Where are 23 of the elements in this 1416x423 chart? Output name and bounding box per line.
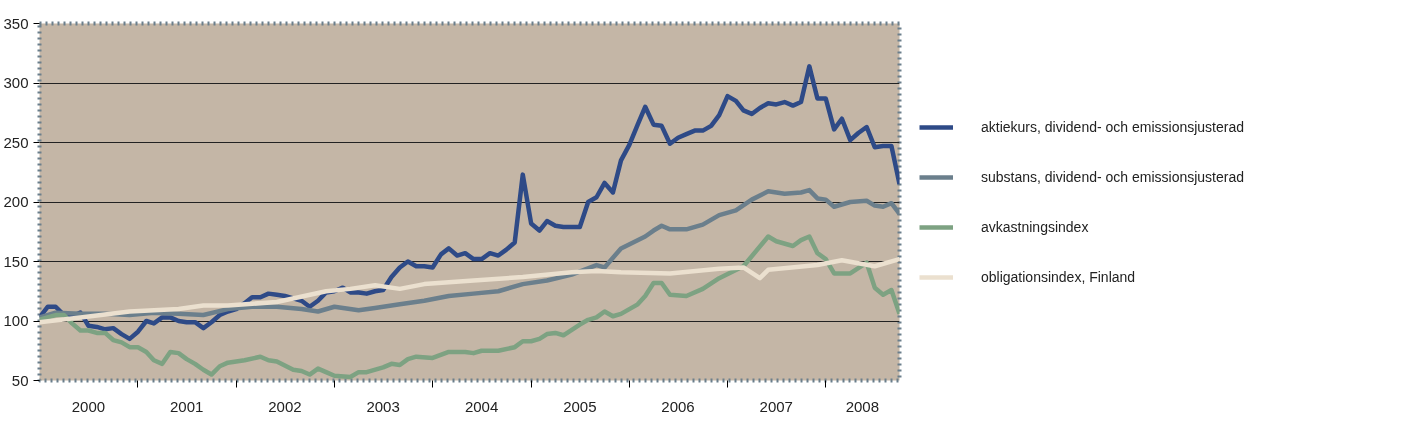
x-tick-label: 2008	[845, 397, 880, 415]
x-tick-label: 2003	[366, 397, 400, 415]
y-tick-label: 150	[3, 252, 29, 270]
x-tick-label: 2006	[661, 397, 695, 415]
x-tick-label: 2004	[464, 397, 499, 415]
line-series	[39, 64, 900, 342]
x-tick-label: 2002	[268, 397, 302, 415]
y-tick-label: 100	[3, 312, 29, 329]
x-tick-label: 2000	[71, 397, 106, 415]
x-tick-label: 2005	[563, 397, 597, 415]
line-series	[39, 256, 900, 325]
y-tick-label: 200	[3, 193, 29, 210]
legend-label: substans, dividend- och emissionsjusterad	[981, 168, 1245, 185]
y-tick-label: 250	[3, 133, 29, 151]
line-series	[39, 234, 900, 380]
x-tick-label: 2001	[170, 397, 204, 415]
legend-label: avkastningsindex	[981, 218, 1089, 235]
legend-label: obligationsindex, Finland	[981, 268, 1136, 285]
y-tick-label: 50	[11, 371, 29, 389]
legend-label: aktiekurs, dividend- och emissionsjusterad	[981, 118, 1245, 135]
y-tick-label: 350	[3, 14, 29, 32]
y-tick-label: 300	[3, 74, 29, 91]
x-tick-label: 2007	[759, 397, 793, 415]
